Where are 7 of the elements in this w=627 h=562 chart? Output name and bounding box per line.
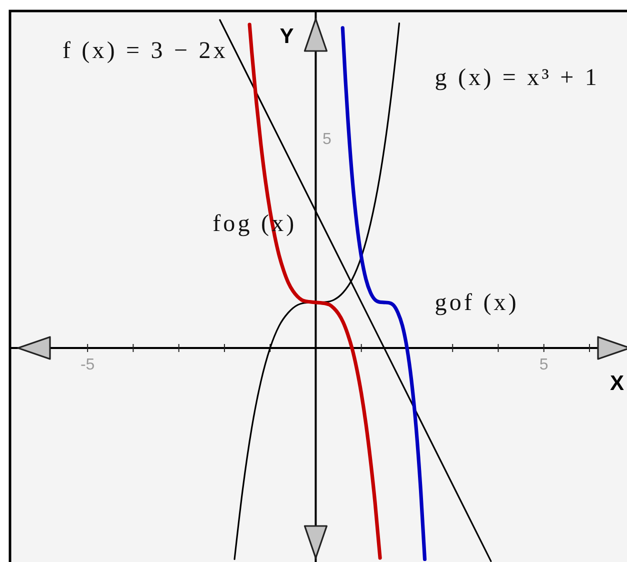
y-axis-title: Y: [280, 25, 294, 48]
x-tick-label: -5: [80, 356, 95, 374]
series-label: g (x) = x³ + 1: [434, 65, 600, 91]
x-axis-title: X: [610, 372, 624, 395]
series-label: gof (x): [434, 290, 519, 316]
series-label: f (x) = 3 − 2x: [62, 38, 228, 64]
annotation: 5: [322, 130, 332, 148]
